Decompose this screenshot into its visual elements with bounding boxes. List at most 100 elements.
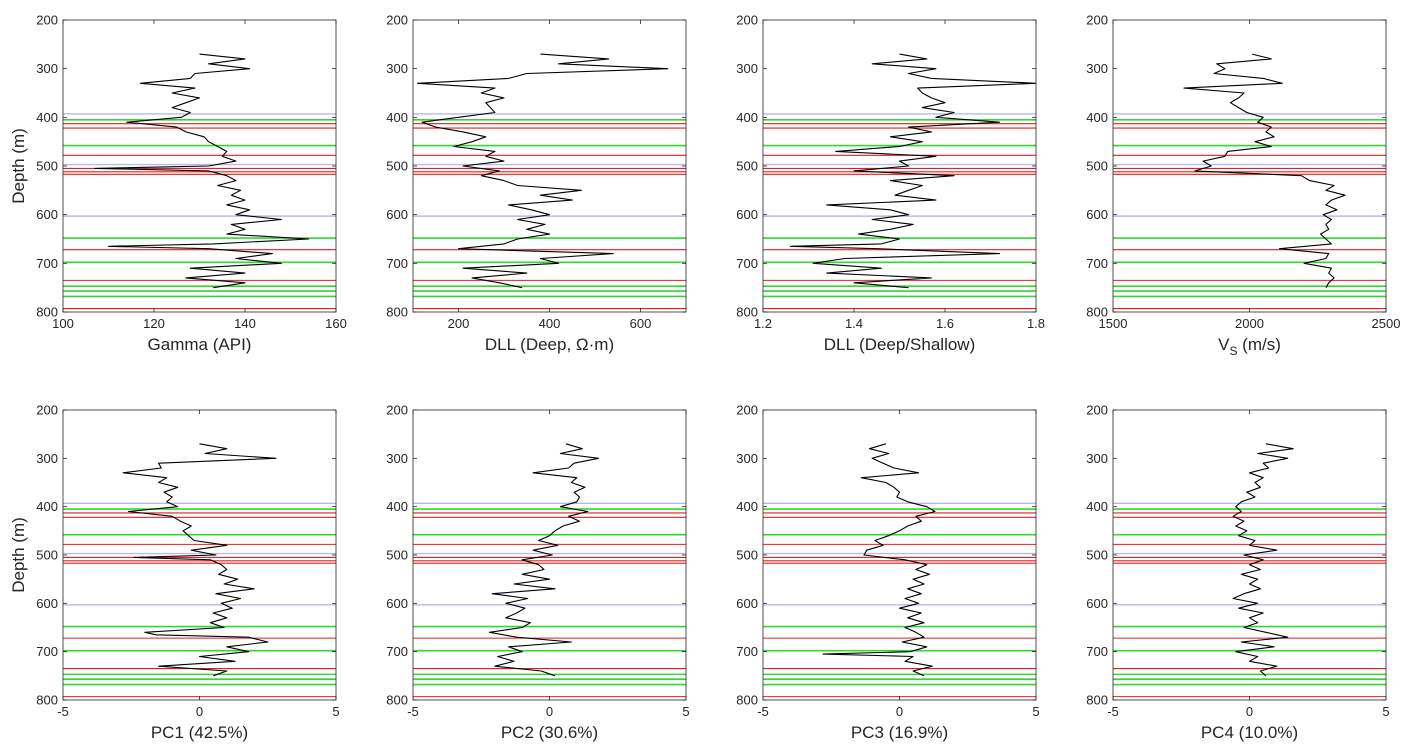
- x-tick-label: 1.8: [1027, 316, 1045, 331]
- y-tick-label: 400: [1086, 110, 1108, 125]
- y-tick-label: 600: [736, 207, 758, 222]
- x-tick-label: 600: [630, 316, 652, 331]
- y-tick-label: 800: [36, 305, 58, 320]
- x-tick-label: -5: [1107, 704, 1119, 719]
- y-tick-label: 300: [736, 61, 758, 76]
- series-line: [417, 53, 669, 289]
- y-axis-label: Depth (m): [9, 128, 28, 204]
- y-tick-label: 400: [36, 499, 58, 514]
- y-tick-label: 700: [386, 644, 408, 659]
- y-tick-label: 600: [386, 596, 408, 611]
- x-tick-label: 5: [1382, 704, 1389, 719]
- series-line: [122, 443, 277, 677]
- x-tick-label: 0: [1246, 704, 1253, 719]
- y-tick-label: 400: [386, 499, 408, 514]
- y-tick-label: 200: [1086, 403, 1108, 418]
- x-tick-label: 5: [332, 704, 339, 719]
- panel-7: 200 300 400 500 600 700 800-5 0 5 PC3 (16.9%): [736, 403, 1039, 743]
- marker-lines: [63, 113, 336, 310]
- panel-8: 200 300 400 500 600 700 800-5 0 5 PC4 (10.0%): [1086, 403, 1389, 743]
- x-tick-label: 0: [546, 704, 553, 719]
- x-tick-label: 120: [143, 316, 165, 331]
- y-tick-label: 600: [36, 207, 58, 222]
- x-tick-label: 1.2: [754, 316, 772, 331]
- x-tick-label: 200: [448, 316, 470, 331]
- x-tick-label: 2500: [1372, 316, 1401, 331]
- y-tick-label: 600: [1086, 596, 1108, 611]
- x-tick-label: -5: [757, 704, 769, 719]
- y-tick-label: 800: [736, 305, 758, 320]
- y-axis-label: Depth (m): [9, 517, 28, 593]
- y-tick-label: 800: [386, 693, 408, 708]
- y-tick-label: 300: [386, 451, 408, 466]
- y-tick-label: 600: [36, 596, 58, 611]
- marker-lines: [1113, 113, 1386, 310]
- marker-lines: [763, 502, 1036, 698]
- y-tick-label: 400: [386, 110, 408, 125]
- y-tick-label: 500: [36, 548, 58, 563]
- y-tick-label: 800: [736, 693, 758, 708]
- y-tick-label: 800: [1086, 693, 1108, 708]
- y-tick-label: 300: [386, 61, 408, 76]
- series-line: [1232, 443, 1294, 677]
- series-line: [488, 443, 600, 677]
- x-tick-label: 1.4: [845, 316, 863, 331]
- y-tick-label: 200: [386, 403, 408, 418]
- y-tick-label: 500: [736, 159, 758, 174]
- series-line: [1183, 53, 1346, 288]
- y-tick-label: 700: [386, 256, 408, 271]
- x-tick-label: 0: [196, 704, 203, 719]
- x-tick-label: 5: [1032, 704, 1039, 719]
- x-axis-label: PC2 (30.6%): [501, 723, 598, 742]
- panel-5: 200 300 400 500 600 700 800-5 0 5 PC1 (42.5%) Dept…: [9, 403, 340, 743]
- y-tick-label: 500: [36, 159, 58, 174]
- y-tick-label: 500: [386, 159, 408, 174]
- x-tick-label: -5: [57, 704, 69, 719]
- axes-box: [1112, 409, 1387, 701]
- y-tick-label: 500: [386, 548, 408, 563]
- y-tick-label: 500: [736, 548, 758, 563]
- y-tick-label: 200: [736, 13, 758, 28]
- panel-2: 200 300 400 500 600 700 800 200 400 600 DLL (Deep,…: [386, 13, 687, 354]
- y-tick-label: 400: [736, 110, 758, 125]
- marker-lines: [1113, 502, 1386, 698]
- y-tick-label: 400: [36, 110, 58, 125]
- y-tick-label: 800: [36, 693, 58, 708]
- x-tick-label: 5: [682, 704, 689, 719]
- x-axis-label: PC3 (16.9%): [851, 723, 948, 742]
- y-tick-label: 500: [1086, 548, 1108, 563]
- y-tick-label: 700: [736, 644, 758, 659]
- y-tick-label: 800: [1086, 305, 1108, 320]
- y-tick-label: 400: [736, 499, 758, 514]
- x-tick-label: 0: [896, 704, 903, 719]
- axes-box: [412, 19, 687, 313]
- y-tick-label: 400: [1086, 499, 1108, 514]
- y-tick-label: 600: [736, 596, 758, 611]
- x-axis-label: PC1 (42.5%): [151, 723, 248, 742]
- x-tick-label: 2000: [1235, 316, 1264, 331]
- x-tick-label: 140: [234, 316, 256, 331]
- y-tick-label: 200: [36, 13, 58, 28]
- axes-box: [762, 19, 1037, 313]
- x-tick-label: 400: [539, 316, 561, 331]
- x-axis-label: DLL (Deep, Ω·m): [485, 335, 614, 354]
- marker-lines: [413, 113, 686, 310]
- panel-6: 200 300 400 500 600 700 800-5 0 5 PC2 (30.6%): [386, 403, 689, 743]
- y-tick-label: 800: [386, 305, 408, 320]
- y-tick-label: 200: [736, 403, 758, 418]
- y-tick-label: 300: [1086, 451, 1108, 466]
- x-tick-label: 100: [52, 316, 74, 331]
- y-tick-label: 700: [736, 256, 758, 271]
- y-tick-label: 500: [1086, 159, 1108, 174]
- y-tick-label: 300: [1086, 61, 1108, 76]
- series-line: [94, 53, 310, 289]
- marker-lines: [413, 502, 686, 698]
- x-tick-label: 1.6: [936, 316, 954, 331]
- x-axis-label: PC4 (10.0%): [1201, 723, 1298, 742]
- series-line: [822, 443, 936, 677]
- series-line: [789, 53, 1036, 289]
- y-tick-label: 700: [36, 644, 58, 659]
